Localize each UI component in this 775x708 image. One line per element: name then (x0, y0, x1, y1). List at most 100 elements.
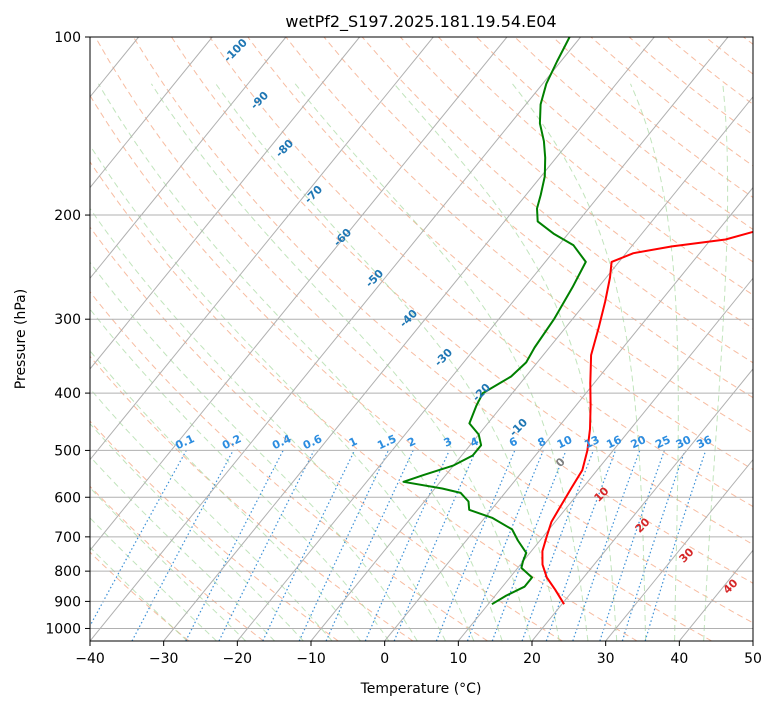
plot-area: 0.1 0.2 0.4 0.6 1 1.5 2 3 4 6 8 10 13 16 20 25 30 3601020… (90, 37, 753, 641)
mixing-ratio-line (644, 450, 707, 641)
dry-adiabat-line (90, 551, 190, 641)
dry-adiabat-line (90, 94, 712, 641)
isotherm-line (90, 37, 582, 641)
x-tick-label: −40 (75, 651, 105, 667)
mixing-ratio-line (491, 450, 567, 641)
skewed-isotherms (90, 37, 753, 641)
mixing-ratio-line (131, 450, 234, 641)
moist-adiabat-line (90, 422, 304, 641)
isotherm-line (310, 96, 753, 641)
moist-adiabat-line (90, 387, 333, 641)
mixing-ratio-line (599, 450, 665, 641)
isotherm-line (90, 37, 213, 189)
mixing-ratio-line (621, 450, 686, 641)
isotherm-line (236, 37, 729, 641)
x-tick-label: −10 (296, 651, 326, 667)
dry-adiabat-line (247, 37, 753, 471)
dry-adiabat-line (90, 226, 563, 641)
dry-adiabat-line (90, 420, 339, 641)
mixing-ratio-line (435, 450, 516, 641)
mixing-ratio-line (364, 450, 450, 641)
moist-adiabat-line (90, 144, 475, 641)
dry-adiabat-line (209, 37, 753, 508)
mixing-ratio-label: 10 (555, 433, 575, 451)
x-tick-label: −30 (149, 651, 179, 667)
y-axis-title: Pressure (hPa) (13, 289, 29, 389)
moist-adiabat-line (90, 261, 418, 641)
dry-adiabat-line (399, 37, 753, 330)
plot-frame (89, 36, 754, 642)
dry-adiabat-line (94, 37, 753, 624)
isotherm-line (90, 37, 508, 552)
y-tick-label: 500 (54, 443, 81, 459)
dry-adiabat-line (132, 37, 753, 584)
mixing-ratio-line (521, 450, 594, 641)
mixing-ratio-label: 20 (629, 433, 649, 451)
isotherm-line (90, 37, 361, 370)
y-tick-label: 900 (54, 594, 81, 610)
moist-adiabat-line (703, 83, 729, 641)
isotherm-line (457, 277, 753, 641)
profile-series (402, 37, 753, 606)
mixing-ratio-label: 13 (582, 433, 601, 451)
y-tick-label: 100 (54, 30, 81, 46)
mixing-ratio-line (466, 450, 544, 641)
temperature-profile-line (541, 230, 753, 605)
isotherm-line (163, 37, 655, 641)
isotherm-line (90, 37, 287, 280)
moist-adiabat-line (150, 83, 532, 641)
dewpoint-profile-line (402, 37, 587, 606)
moist-adiabats (90, 83, 729, 641)
y-tick-label: 200 (54, 208, 81, 224)
y-tick-label: 600 (54, 490, 81, 506)
dry-adiabat-line (90, 291, 488, 641)
x-tick-label: 20 (523, 651, 541, 667)
moist-adiabat-line (630, 83, 679, 641)
x-tick-label: 30 (597, 651, 615, 667)
x-axis-title: Temperature (°C) (360, 681, 482, 697)
y-tick-label: 400 (54, 386, 81, 402)
isotherm-line (90, 37, 434, 461)
y-tick-label: 1000 (45, 621, 81, 637)
y-tick-label: 800 (54, 564, 81, 580)
mixing-ratio-line (90, 450, 187, 628)
x-tick-label: 0 (380, 651, 389, 667)
mixing-ratio-lines (90, 450, 707, 641)
moist-adiabat-line (512, 83, 647, 641)
moist-adiabat-line (215, 83, 560, 641)
moist-adiabat-line (294, 83, 589, 641)
dry-adiabat-line (90, 160, 638, 641)
moist-adiabat-line (90, 350, 361, 641)
x-tick-label: 10 (449, 651, 467, 667)
mixing-ratio-label: 25 (653, 433, 672, 451)
x-tick-label: 50 (744, 651, 762, 667)
x-tick-label: 40 (670, 651, 688, 667)
moist-adiabat-line (90, 207, 446, 641)
isotherm-line (384, 186, 753, 641)
chart-title: wetPf2_S197.2025.181.19.54.E04 (285, 12, 556, 32)
mixing-ratio-label: 36 (695, 433, 715, 451)
isotherm-line (605, 458, 753, 641)
moist-adiabat-line (90, 487, 247, 641)
isobar-gridlines (90, 37, 753, 629)
mixing-ratio-line (218, 450, 315, 641)
moist-adiabat-line (90, 308, 390, 641)
moist-adiabat-line (98, 83, 503, 641)
dry-adiabat-line (171, 37, 753, 546)
mixing-ratio-label: 30 (674, 433, 694, 451)
dry-adiabat-line (438, 37, 753, 296)
moist-adiabat-line (90, 455, 275, 641)
mixing-ratio-label: 16 (604, 433, 624, 451)
y-tick-label: 300 (54, 312, 81, 328)
dry-adiabats (90, 37, 753, 641)
isotherm-line (531, 368, 753, 641)
x-tick-label: −20 (223, 651, 253, 667)
mixing-ratio-line (185, 450, 284, 641)
mixing-ratio-line (572, 450, 641, 641)
x-axis: −40 −30 −20 −10 0 10 20 30 40 50 (75, 641, 762, 667)
moist-adiabat-line (393, 83, 618, 641)
y-axis: 100 200 300 400 500 600 700 800 900 1000 (45, 30, 90, 637)
mixing-ratio-line (545, 450, 617, 641)
